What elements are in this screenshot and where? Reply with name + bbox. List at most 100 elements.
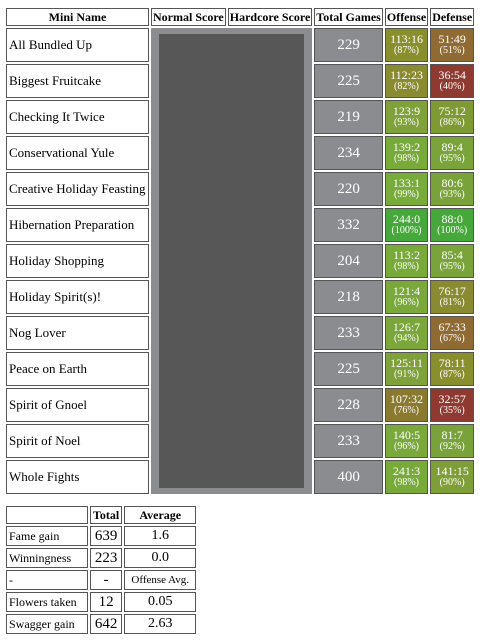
summary-table: Total Average Fame gain 639 1.6 Winningness…	[4, 504, 198, 636]
defense-percent: (40%)	[439, 81, 465, 92]
offense-record: 139:2	[392, 140, 421, 154]
summary-total-header: Total	[90, 506, 123, 524]
defense-percent: (90%)	[439, 477, 465, 488]
offense-record: 241:3	[392, 464, 421, 478]
summary-row: Flowers taken 12 0.05	[6, 592, 197, 612]
offense-record: 123:9	[392, 104, 421, 118]
mini-name-cell: Biggest Fruitcake	[6, 64, 149, 98]
offense-percent: (98%)	[394, 477, 420, 488]
defense-percent: (81%)	[439, 297, 465, 308]
total-games-cell: 229	[314, 28, 383, 62]
defense-cell: 85:4 (95%)	[430, 244, 475, 278]
defense-cell: 88:0 (100%)	[430, 208, 475, 242]
summary-average: 2.63	[124, 614, 197, 634]
hidden-scores-redaction	[159, 34, 305, 488]
summary-average: 0.05	[124, 592, 197, 612]
defense-record: 67:33	[438, 320, 466, 334]
offense-record: 125:11	[390, 356, 423, 370]
offense-cell: 107:32 (76%)	[384, 388, 429, 422]
total-games-cell: 204	[314, 244, 383, 278]
defense-cell: 81:7 (92%)	[430, 424, 475, 458]
defense-record: 75:12	[438, 104, 466, 118]
defense-percent: (86%)	[439, 117, 465, 128]
offense-percent: (96%)	[394, 441, 420, 452]
mini-name-cell: All Bundled Up	[6, 28, 149, 62]
summary-label: Swagger gain	[6, 614, 88, 634]
offense-cell: 133:1 (99%)	[384, 172, 429, 206]
offense-cell: 244:0 (100%)	[384, 208, 429, 242]
offense-record: 140:5	[392, 428, 421, 442]
defense-cell: 80:6 (93%)	[430, 172, 475, 206]
offense-record: 244:0	[392, 212, 421, 226]
mini-name-cell: Spirit of Noel	[6, 424, 149, 458]
total-games-cell: 400	[314, 460, 383, 494]
defense-cell: 36:54 (40%)	[430, 64, 475, 98]
offense-cell: 113:16 (87%)	[384, 28, 429, 62]
offense-cell: 123:9 (93%)	[384, 100, 429, 134]
defense-cell: 76:17 (81%)	[430, 280, 475, 314]
offense-cell: 139:2 (98%)	[384, 136, 429, 170]
offense-record: 121:4	[392, 284, 421, 298]
offense-percent: (76%)	[394, 405, 420, 416]
offense-cell: 121:4 (96%)	[384, 280, 429, 314]
total-games-cell: 233	[314, 424, 383, 458]
total-games-cell: 225	[314, 64, 383, 98]
defense-percent: (95%)	[439, 261, 465, 272]
defense-percent: (87%)	[439, 369, 465, 380]
mini-name-cell: Creative Holiday Feasting	[6, 172, 149, 206]
defense-record: 78:11	[438, 356, 466, 370]
defense-record: 88:0	[441, 212, 463, 226]
mini-name-cell: Hibernation Preparation	[6, 208, 149, 242]
mini-name-cell: Holiday Shopping	[6, 244, 149, 278]
summary-average-header: Average	[124, 506, 197, 524]
mini-name-cell: Spirit of Gnoel	[6, 388, 149, 422]
defense-percent: (93%)	[439, 189, 465, 200]
offense-record: 113:16	[390, 32, 423, 46]
mini-name-cell: Whole Fights	[6, 460, 149, 494]
defense-percent: (51%)	[439, 45, 465, 56]
mini-name-cell: Checking It Twice	[6, 100, 149, 134]
total-games-cell: 332	[314, 208, 383, 242]
hidden-scores-panel	[151, 28, 313, 494]
mini-name-cell: Holiday Spirit(s)!	[6, 280, 149, 314]
summary-total: 642	[90, 614, 123, 634]
total-games-cell: 233	[314, 316, 383, 350]
defense-cell: 75:12 (86%)	[430, 100, 475, 134]
offense-percent: (96%)	[394, 297, 420, 308]
mini-name-header: Mini Name	[6, 8, 149, 26]
summary-row: - - Offense Avg.	[6, 570, 197, 590]
offense-percent: (82%)	[394, 81, 420, 92]
defense-record: 32:57	[438, 392, 466, 406]
defense-record: 80:6	[441, 176, 463, 190]
defense-percent: (67%)	[439, 333, 465, 344]
summary-total: 12	[90, 592, 123, 612]
defense-percent: (95%)	[439, 153, 465, 164]
summary-row: Swagger gain 642 2.63	[6, 614, 197, 634]
defense-record: 89:4	[441, 140, 463, 154]
summary-average: 1.6	[124, 526, 197, 546]
offense-percent: (100%)	[391, 225, 422, 236]
defense-record: 81:7	[441, 428, 463, 442]
defense-record: 85:4	[441, 248, 463, 262]
defense-cell: 141:15 (90%)	[430, 460, 475, 494]
defense-percent: (100%)	[437, 225, 468, 236]
summary-average: Offense Avg.	[124, 570, 197, 590]
defense-percent: (92%)	[439, 441, 465, 452]
summary-label: Winningness	[6, 548, 88, 568]
defense-cell: 32:57 (35%)	[430, 388, 475, 422]
mini-name-cell: Peace on Earth	[6, 352, 149, 386]
total-games-cell: 228	[314, 388, 383, 422]
defense-cell: 78:11 (87%)	[430, 352, 475, 386]
offense-cell: 112:23 (82%)	[384, 64, 429, 98]
offense-cell: 140:5 (96%)	[384, 424, 429, 458]
defense-percent: (35%)	[439, 405, 465, 416]
total-games-cell: 218	[314, 280, 383, 314]
summary-total: 223	[90, 548, 123, 568]
offense-record: 112:23	[390, 68, 423, 82]
summary-row: Fame gain 639 1.6	[6, 526, 197, 546]
summary-total: -	[90, 570, 123, 590]
hardcore-score-header: Hardcore Score	[227, 8, 313, 26]
offense-cell: 126:7 (94%)	[384, 316, 429, 350]
offense-percent: (94%)	[394, 333, 420, 344]
offense-percent: (91%)	[394, 369, 420, 380]
